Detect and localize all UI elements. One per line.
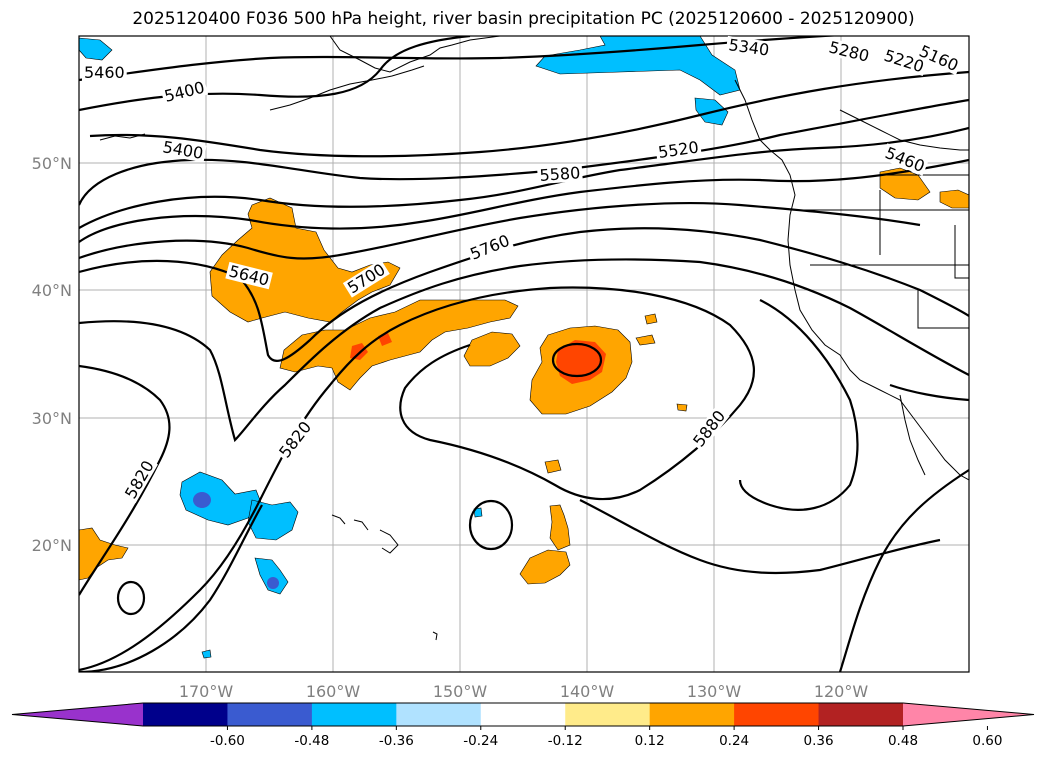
contour-label-bg (688, 405, 730, 452)
colorbar-tick-label: -0.48 (294, 733, 329, 749)
contour-label-bg (82, 64, 127, 81)
lat-label: 40°N (32, 281, 72, 300)
contour-label: 5460 (84, 63, 125, 82)
precip-positive-areas (79, 167, 969, 585)
colorbar-extend-high (903, 703, 1034, 726)
colorbar-tick-label: 0.60 (972, 733, 1002, 749)
contour-label: 5580 (539, 163, 581, 185)
lon-label: 170°W (179, 682, 234, 701)
colorbar-bin (227, 703, 313, 726)
contour-label-bg (225, 261, 273, 290)
colorbar-tick-label: -0.12 (548, 733, 583, 749)
colorbar-bin (143, 703, 228, 726)
contour-label-bg (159, 137, 207, 163)
colorbar-tick-label: -0.60 (210, 733, 245, 749)
colorbar-tick-label: 0.48 (888, 733, 918, 749)
contour-label-bg (342, 259, 390, 298)
lon-label: 120°W (814, 682, 869, 701)
contour-label-bg (465, 231, 514, 264)
colorbar-bin (565, 703, 651, 726)
precip-negative-strong (193, 492, 279, 589)
map-frame (78, 35, 970, 673)
colorbar-bin (649, 703, 735, 726)
colorbar-tick-label: 0.36 (804, 733, 834, 749)
height-contours (79, 36, 969, 672)
colorbar-bin (734, 703, 820, 726)
contour-label-bg (914, 41, 963, 76)
lon-label: 130°W (687, 682, 742, 701)
lon-label: 150°W (433, 682, 488, 701)
colorbar-bin (311, 703, 397, 726)
contour-label-bg (120, 456, 158, 504)
latitude-labels: 50°N 40°N 30°N 20°N (32, 154, 72, 555)
lat-label: 50°N (32, 154, 72, 173)
lat-label: 30°N (32, 409, 72, 428)
colorbar-tick-label: -0.36 (379, 733, 414, 749)
colorbar-tick-label: 0.24 (719, 733, 749, 749)
precip-positive-strong (350, 333, 606, 384)
colorbar-outline (11, 702, 1035, 727)
contour-label-bg (881, 143, 929, 176)
colorbar-extend-low (12, 703, 143, 726)
map-title: 2025120400 F036 500 hPa height, river ba… (132, 9, 915, 29)
contour-label-bg (274, 416, 316, 463)
contour-label-bg (825, 37, 873, 66)
coastlines (99, 36, 969, 641)
longitude-labels: 170°W 160°W 150°W 140°W 130°W 120°W (179, 682, 869, 701)
colorbar-bin (818, 703, 904, 726)
colorbar: -0.60 -0.48 -0.36 -0.24 -0.12 0.12 0.24 0.36 0.4… (11, 702, 1035, 749)
lon-label: 140°W (560, 682, 615, 701)
contour-label-bg (655, 138, 702, 162)
lon-label: 160°W (306, 682, 361, 701)
precip-negative-areas (79, 36, 741, 659)
contour-label-bg (725, 35, 773, 59)
colorbar-tick-label: -0.24 (463, 733, 498, 749)
colorbar-tick-label: 0.12 (635, 733, 665, 749)
colorbar-bin (396, 703, 482, 726)
lat-label: 20°N (32, 536, 72, 555)
contour-label-bg (160, 78, 209, 106)
contour-label-bg (880, 46, 928, 77)
colorbar-bin (480, 703, 566, 726)
contour-label-bg (537, 164, 583, 185)
